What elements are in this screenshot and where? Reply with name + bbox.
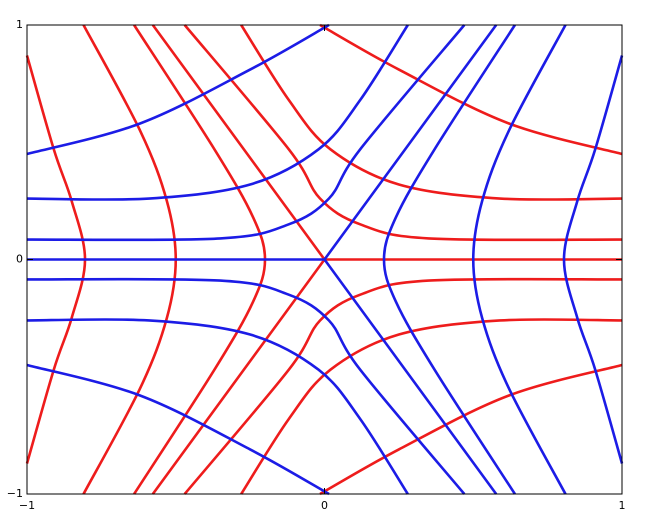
y-tick-label: −1 bbox=[7, 487, 23, 500]
contour-line bbox=[26, 24, 466, 242]
x-tick-label: 1 bbox=[619, 499, 626, 512]
contour-line bbox=[183, 24, 623, 242]
x-tick-label: 0 bbox=[321, 499, 328, 512]
x-tick-label: −1 bbox=[19, 499, 35, 512]
contour-line bbox=[26, 23, 330, 156]
contour-line bbox=[562, 55, 624, 464]
contour-line bbox=[319, 23, 623, 156]
contour-line bbox=[151, 24, 326, 261]
contour-line bbox=[471, 24, 567, 495]
contour-line bbox=[26, 318, 409, 495]
contour-line bbox=[323, 24, 498, 261]
contour-line bbox=[183, 277, 623, 495]
y-tick-label: 0 bbox=[16, 253, 23, 266]
contour-line bbox=[26, 24, 409, 201]
y-tick-label: 1 bbox=[16, 18, 23, 31]
contour-line bbox=[240, 318, 623, 495]
contour-line bbox=[26, 277, 466, 495]
contour-line bbox=[26, 363, 330, 496]
contour-line bbox=[151, 258, 326, 495]
contour-line bbox=[323, 258, 498, 495]
contour-line bbox=[319, 363, 623, 496]
contour-line bbox=[240, 24, 623, 201]
contour-line bbox=[382, 24, 516, 495]
